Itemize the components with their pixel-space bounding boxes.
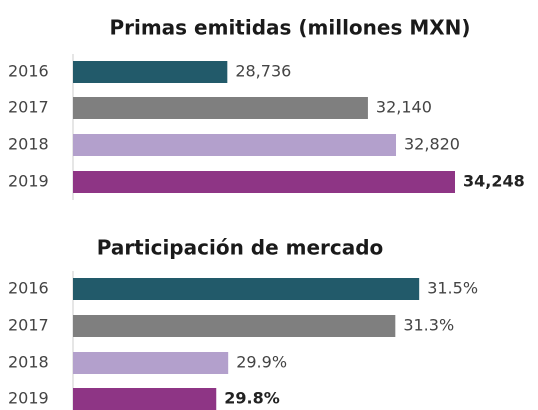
y-tick-label: 2018 xyxy=(8,135,49,154)
chart-title: Primas emitidas (millones MXN) xyxy=(109,16,470,40)
value-label: 32,140 xyxy=(376,98,432,117)
y-tick-label: 2018 xyxy=(8,353,49,372)
bar xyxy=(73,97,368,119)
y-tick-label: 2016 xyxy=(8,279,49,298)
value-label: 31.5% xyxy=(427,279,478,298)
value-label: 31.3% xyxy=(403,316,454,335)
bar xyxy=(73,388,217,410)
value-label: 32,820 xyxy=(404,135,460,154)
chart-title: Participación de mercado xyxy=(97,236,384,260)
y-tick-label: 2017 xyxy=(8,316,49,335)
bar xyxy=(73,315,396,337)
bar xyxy=(73,171,455,193)
bar xyxy=(73,134,397,156)
bar xyxy=(73,278,420,300)
y-tick-label: 2016 xyxy=(8,62,49,81)
bar xyxy=(73,61,228,83)
value-label: 28,736 xyxy=(235,62,291,81)
bar xyxy=(73,352,229,374)
value-label: 29.9% xyxy=(236,353,287,372)
y-tick-label: 2019 xyxy=(8,389,49,408)
value-label: 34,248 xyxy=(463,172,525,191)
y-tick-label: 2017 xyxy=(8,98,49,117)
value-label: 29.8% xyxy=(224,389,280,408)
y-tick-label: 2019 xyxy=(8,172,49,191)
